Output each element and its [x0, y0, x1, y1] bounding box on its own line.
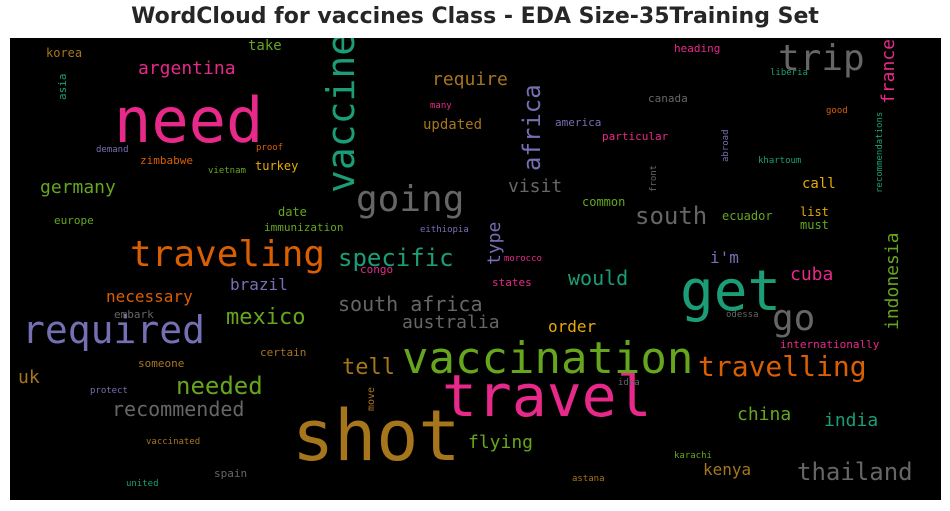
word-vaccination: vaccination — [402, 333, 693, 384]
word-proof: proof — [256, 143, 283, 153]
word-many: many — [430, 101, 452, 111]
word-good: good — [826, 106, 848, 116]
word-common: common — [582, 195, 625, 209]
word-canada: canada — [648, 92, 688, 105]
word-immunization: immunization — [264, 221, 343, 234]
word-certain: certain — [260, 346, 306, 359]
word-particular: particular — [602, 130, 669, 143]
word-idea: idea — [618, 378, 640, 388]
word-internationally: internationally — [780, 338, 880, 351]
word-france: france — [878, 39, 899, 104]
word-china: china — [737, 404, 791, 425]
word-specific: specific — [338, 244, 454, 272]
word-south-africa: south africa — [338, 292, 483, 316]
word-date: date — [278, 205, 307, 219]
word-liberia: liberia — [770, 68, 808, 78]
word-i-m: i'm — [710, 248, 739, 267]
word-need: need — [114, 84, 263, 157]
word-visit: visit — [508, 176, 562, 197]
word-front: front — [649, 165, 659, 192]
word-get: get — [680, 259, 781, 324]
word-list: list — [800, 205, 829, 219]
word-asia: asia — [56, 74, 69, 101]
word-eithiopia: eithiopia — [420, 225, 469, 235]
word-type: type — [484, 222, 505, 265]
word-kenya: kenya — [703, 460, 751, 479]
word-needed: needed — [176, 372, 263, 400]
word-take: take — [248, 38, 282, 54]
word-recommendations: recommendations — [875, 112, 885, 193]
word-trip: trip — [778, 38, 865, 79]
word-travel: travel — [442, 362, 652, 430]
word-khartoum: khartoum — [758, 156, 801, 166]
word-mexico: mexico — [226, 305, 305, 330]
word-travelling: travelling — [698, 350, 867, 383]
word-necessary: necessary — [106, 287, 193, 306]
word-cuba: cuba — [790, 264, 833, 285]
word-abroad: abroad — [721, 129, 731, 162]
word-order: order — [548, 317, 597, 336]
word-going: going — [356, 179, 464, 220]
word-karachi: karachi — [674, 451, 712, 461]
word-vaccinated: vaccinated — [146, 437, 200, 447]
word-australia: australia — [402, 312, 500, 333]
word-europe: europe — [54, 214, 94, 227]
word-thailand: thailand — [797, 458, 913, 486]
word-united: united — [126, 479, 159, 489]
word-germany: germany — [40, 177, 116, 198]
word-go: go — [772, 298, 815, 339]
word-heading: heading — [674, 42, 720, 55]
word-must: must — [800, 218, 829, 232]
word-odessa: odessa — [726, 310, 759, 320]
word-move: move — [366, 387, 377, 411]
word-indonesia: indonesia — [882, 232, 903, 330]
word-would: would — [568, 266, 628, 290]
word-india: india — [824, 410, 878, 431]
word-morocco: morocco — [504, 254, 542, 264]
word-congo: congo — [360, 263, 393, 276]
word-vaccine: vaccine — [319, 38, 363, 193]
word-states: states — [492, 276, 532, 289]
chart-title: WordCloud for vaccines Class - EDA Size-… — [131, 4, 819, 29]
word-korea: korea — [46, 46, 82, 60]
word-require: require — [432, 69, 508, 90]
word-vietnam: vietnam — [208, 166, 246, 176]
word-demand: demand — [96, 145, 129, 155]
word-uk: uk — [18, 367, 40, 388]
word-protect: protect — [90, 386, 128, 396]
word-america: america — [555, 116, 601, 129]
word-updated: updated — [423, 117, 482, 133]
word-south: south — [635, 202, 707, 230]
word-shot: shot — [292, 395, 461, 477]
word-spain: spain — [214, 467, 247, 480]
word-recommended: recommended — [112, 397, 244, 421]
word-africa: africa — [518, 84, 546, 171]
word-zimbabwe: zimbabwe — [140, 154, 193, 167]
word-ecuador: ecuador — [722, 209, 773, 223]
word-someone: someone — [138, 357, 184, 370]
word-flying: flying — [468, 432, 533, 453]
word-argentina: argentina — [138, 58, 236, 79]
word-turkey: turkey — [255, 159, 298, 173]
word-embark: embark — [114, 308, 154, 321]
word-call: call — [802, 176, 836, 192]
word-brazil: brazil — [230, 275, 288, 294]
word-tell: tell — [342, 355, 395, 380]
word-required: required — [22, 308, 205, 352]
word-traveling: traveling — [130, 234, 325, 275]
word-astana: astana — [572, 474, 605, 484]
wordcloud-canvas: shot need travel vaccination get required vacc… — [10, 38, 941, 500]
